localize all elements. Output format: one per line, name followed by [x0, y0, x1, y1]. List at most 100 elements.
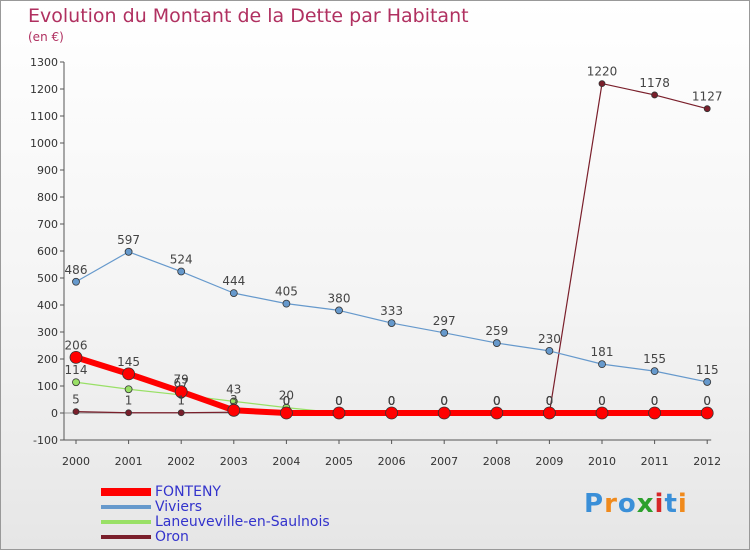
data-point — [492, 339, 501, 347]
data-point — [124, 247, 133, 256]
data-label: 1178 — [639, 76, 670, 90]
data-label: 333 — [380, 304, 403, 318]
x-tick-label: 2000 — [62, 455, 90, 468]
data-point — [69, 350, 83, 364]
data-label: 206 — [65, 338, 88, 352]
data-point — [335, 306, 343, 315]
data-label: 0 — [651, 394, 659, 408]
legend-item: Laneuveville-en-Saulnois — [101, 515, 401, 530]
data-label: 259 — [485, 324, 508, 338]
x-tick-label: 2010 — [588, 455, 616, 468]
x-tick-label: 2012 — [693, 455, 721, 468]
data-point — [437, 406, 451, 420]
data-point — [387, 319, 396, 327]
data-point — [177, 267, 186, 276]
y-tick-label: 600 — [37, 245, 58, 258]
x-tick-label: 2009 — [535, 455, 563, 468]
legend-swatch — [101, 535, 151, 539]
data-label: 486 — [65, 263, 88, 277]
data-label: 524 — [170, 253, 193, 267]
data-label: 67 — [174, 376, 189, 390]
data-point — [279, 406, 293, 420]
data-label: 0 — [388, 394, 396, 408]
data-label: 0 — [493, 394, 501, 408]
data-point — [229, 289, 238, 298]
data-label: 0 — [388, 394, 396, 408]
data-label: 230 — [538, 332, 561, 346]
x-tick-label: 2005 — [325, 455, 353, 468]
data-point — [440, 328, 449, 337]
data-label: 444 — [222, 274, 245, 288]
data-point — [72, 378, 80, 387]
y-tick-label: 200 — [37, 353, 58, 366]
x-tick-label: 2008 — [483, 455, 511, 468]
y-tick-label: 1000 — [30, 137, 58, 150]
data-label: 1127 — [692, 90, 723, 104]
data-label: 0 — [598, 394, 606, 408]
data-label: 1220 — [587, 65, 618, 79]
legend-swatch — [101, 505, 151, 509]
data-label: 5 — [72, 393, 80, 407]
data-point — [124, 385, 133, 394]
y-tick-label: 500 — [37, 272, 58, 285]
data-point — [543, 406, 556, 420]
y-tick-label: 300 — [37, 326, 58, 339]
data-label: 79 — [174, 373, 189, 387]
data-label: 114 — [65, 363, 88, 377]
data-point — [72, 408, 80, 416]
data-point — [490, 406, 504, 420]
data-label: 0 — [703, 394, 711, 408]
data-label: 0 — [335, 394, 343, 408]
data-label: 1 — [177, 394, 185, 408]
data-label: 297 — [433, 314, 456, 328]
data-point — [703, 105, 711, 113]
data-point — [703, 378, 712, 386]
data-label: 0 — [546, 394, 554, 408]
y-tick-label: 700 — [37, 218, 58, 231]
data-point — [545, 346, 554, 355]
x-tick-label: 2007 — [430, 455, 458, 468]
data-point — [122, 367, 135, 381]
legend-label: Laneuveville-en-Saulnois — [155, 514, 330, 530]
data-point — [72, 277, 80, 286]
x-tick-label: 2001 — [115, 455, 143, 468]
data-point — [598, 80, 606, 87]
data-label: 380 — [328, 291, 351, 305]
data-point — [648, 406, 661, 420]
y-tick-label: 900 — [37, 164, 58, 177]
series-line — [75, 82, 708, 414]
data-label: 1 — [125, 394, 133, 408]
legend-swatch — [101, 488, 151, 496]
data-label: 0 — [598, 394, 606, 408]
data-label: 0 — [440, 394, 448, 408]
data-label: 3 — [230, 393, 238, 407]
data-label: 405 — [275, 285, 298, 299]
y-tick-label: 400 — [37, 299, 58, 312]
data-label: 0 — [440, 394, 448, 408]
data-label: 115 — [696, 363, 719, 377]
data-label: 0 — [283, 394, 291, 408]
data-label: 181 — [591, 345, 614, 359]
data-label: 0 — [546, 394, 554, 408]
y-tick-label: 1100 — [30, 110, 58, 123]
x-tick-label: 2002 — [167, 455, 195, 468]
legend-label: Oron — [155, 529, 189, 545]
data-label: 0 — [703, 394, 711, 408]
y-tick-label: 800 — [37, 191, 58, 204]
data-point — [174, 385, 188, 399]
legend-label: Viviers — [155, 499, 202, 515]
data-point — [177, 409, 185, 417]
y-tick-label: 100 — [37, 380, 58, 393]
data-point — [595, 406, 609, 420]
unit-label: (en €) — [28, 30, 64, 44]
y-tick-label: -100 — [33, 434, 58, 447]
legend-item: Viviers — [101, 500, 401, 515]
data-label: 0 — [335, 394, 343, 408]
data-label: 0 — [440, 394, 448, 408]
data-label: 0 — [546, 394, 554, 408]
data-point — [125, 409, 132, 417]
chart-title: Evolution du Montant de la Dette par Hab… — [28, 5, 469, 27]
data-point — [650, 367, 659, 376]
